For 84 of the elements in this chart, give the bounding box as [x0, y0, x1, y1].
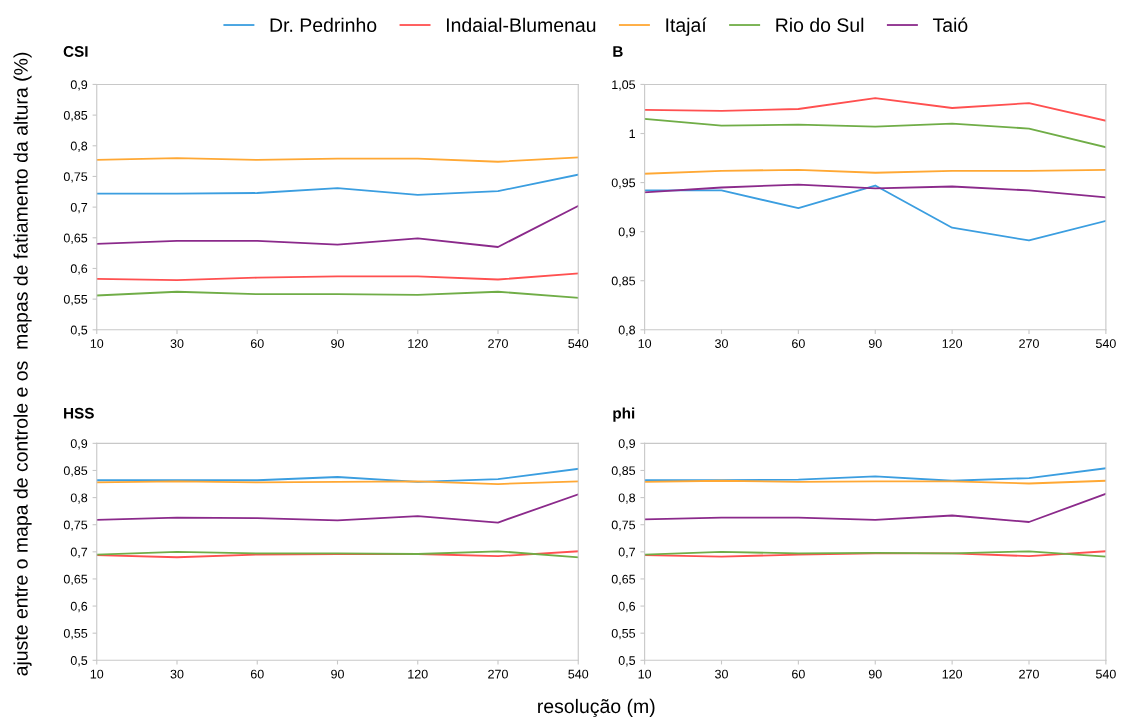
y-tick-label: 0,85	[63, 110, 88, 122]
y-tick-label: 0,9	[70, 439, 88, 450]
legend-label: Taió	[932, 17, 968, 33]
y-tick-label: 0,8	[618, 325, 636, 336]
y-tick-label: 0,55	[611, 628, 636, 640]
line-series	[96, 290, 579, 299]
y-tick-label: 0,55	[63, 628, 88, 640]
y-tick-label: 0,5	[70, 656, 88, 667]
x-tick-label: 30	[715, 339, 728, 348]
x-tick-label: 270	[488, 339, 508, 348]
y-tick-label: 0,9	[70, 80, 88, 91]
x-tick-label: 60	[792, 339, 805, 348]
x-tick-label: 270	[1019, 669, 1039, 679]
y-tick-label: 0,85	[611, 276, 636, 287]
x-tick-label: 540	[568, 669, 589, 679]
y-tick-label: 0,9	[618, 227, 636, 238]
x-tick-label: 120	[408, 669, 428, 679]
y-tick-label: 0,75	[63, 172, 88, 183]
y-tick-label: 0,55	[63, 294, 88, 306]
x-tick-label: 120	[408, 339, 428, 348]
x-tick-label: 30	[170, 339, 184, 348]
x-tick-label: 540	[1095, 339, 1116, 348]
chart-title: phi	[613, 407, 635, 422]
y-tick-label: 0,8	[70, 493, 88, 504]
x-tick-label: 120	[942, 669, 963, 679]
y-tick-label: 0,5	[70, 325, 88, 336]
x-tick-label: 90	[331, 669, 344, 679]
line-series	[644, 184, 1106, 242]
y-tick-label: 0,6	[618, 601, 636, 613]
line-series	[644, 467, 1106, 482]
y-tick-label: 0,7	[70, 202, 88, 214]
y-tick-label: 0,65	[611, 574, 636, 586]
y-tick-label: 0,5	[618, 656, 636, 667]
chart-title: CSI	[63, 46, 88, 57]
y-tick-label: 0,6	[70, 601, 88, 613]
x-tick-label: 90	[868, 339, 882, 348]
x-tick-label: 270	[1019, 339, 1039, 348]
line-series	[96, 272, 579, 282]
x-tick-label: 540	[568, 339, 589, 348]
x-tick-label: 270	[488, 669, 508, 679]
legend-label: Dr. Pedrinho	[270, 17, 377, 33]
line-series	[644, 492, 1106, 523]
y-tick-label: 0,8	[70, 141, 88, 152]
x-tick-label: 60	[250, 339, 264, 348]
x-tick-label: 10	[638, 669, 652, 679]
y-tick-label: 0,85	[63, 466, 88, 477]
x-tick-label: 10	[90, 339, 104, 348]
chart-title: B	[613, 46, 623, 57]
line-series	[644, 117, 1106, 149]
x-tick-label: 60	[250, 669, 264, 679]
line-series	[96, 173, 579, 196]
x-tick-label: 30	[170, 669, 184, 679]
x-tick-label: 10	[638, 339, 652, 348]
x-tick-label: 90	[331, 339, 344, 348]
x-tick-label: 540	[1095, 669, 1116, 679]
legend-label: Rio do Sul	[776, 17, 864, 33]
chart-title: HSS	[64, 407, 94, 419]
x-tick-label: 60	[792, 669, 805, 679]
y-tick-label: 0,85	[611, 466, 636, 477]
legend-label: Itajaí	[666, 17, 707, 36]
line-series	[96, 467, 579, 483]
y-tick-label: 0,8	[618, 493, 636, 504]
y-tick-label: 0,75	[611, 520, 636, 531]
x-tick-label: 30	[715, 669, 728, 679]
y-axis-title: ajuste entre o mapa de controle e os mapas de fatiamento da altura (%)	[13, 52, 32, 676]
y-tick-label: 1	[629, 129, 635, 139]
y-tick-label: 0,65	[63, 233, 88, 244]
y-tick-label: 0,65	[63, 574, 88, 586]
y-tick-label: 0,95	[611, 178, 636, 189]
y-tick-label: 0,6	[70, 264, 88, 275]
legend-label: Indaial-Blumenau	[446, 17, 596, 33]
y-tick-label: 0,7	[618, 547, 635, 558]
line-series	[96, 493, 579, 524]
line-series	[644, 183, 1106, 199]
y-tick-label: 0,75	[63, 520, 88, 531]
x-tick-label: 120	[942, 339, 963, 348]
x-axis-title: resolução (m)	[538, 698, 655, 718]
line-series	[96, 204, 579, 248]
x-tick-label: 10	[90, 669, 104, 679]
line-series	[644, 97, 1106, 122]
y-tick-label: 1,05	[612, 80, 636, 91]
y-tick-label: 0,9	[618, 439, 636, 450]
y-tick-label: 0,7	[70, 547, 88, 558]
x-tick-label: 90	[868, 669, 882, 679]
